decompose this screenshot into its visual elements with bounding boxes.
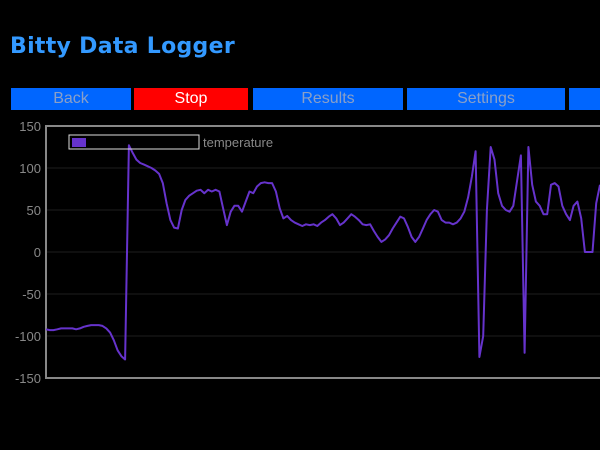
- temperature-series-line: [45, 144, 600, 361]
- y-tick-label: 50: [27, 203, 41, 218]
- legend-box: [68, 134, 200, 150]
- chart-legend: temperature: [68, 134, 273, 150]
- temperature-chart: 150 100 50 0 -50 -100 -150 temperature: [15, 119, 600, 386]
- y-tick-label: 100: [19, 161, 41, 176]
- legend-label: temperature: [203, 135, 273, 150]
- y-axis: 150 100 50 0 -50 -100 -150: [15, 119, 41, 386]
- y-tick-label: 0: [34, 245, 41, 260]
- y-tick-label: -150: [15, 371, 41, 386]
- app-title: Bitty Data Logger: [10, 34, 235, 59]
- settings-button[interactable]: Settings: [407, 88, 565, 110]
- y-tick-label: -50: [22, 287, 41, 302]
- stop-button[interactable]: Stop: [134, 88, 248, 110]
- results-button[interactable]: Results: [253, 88, 403, 110]
- back-button[interactable]: Back: [11, 88, 131, 110]
- y-tick-label: -100: [15, 329, 41, 344]
- legend-swatch: [72, 138, 86, 147]
- y-tick-label: 150: [19, 119, 41, 134]
- overflow-nav-button[interactable]: [569, 88, 600, 110]
- plot-frame: [45, 125, 600, 379]
